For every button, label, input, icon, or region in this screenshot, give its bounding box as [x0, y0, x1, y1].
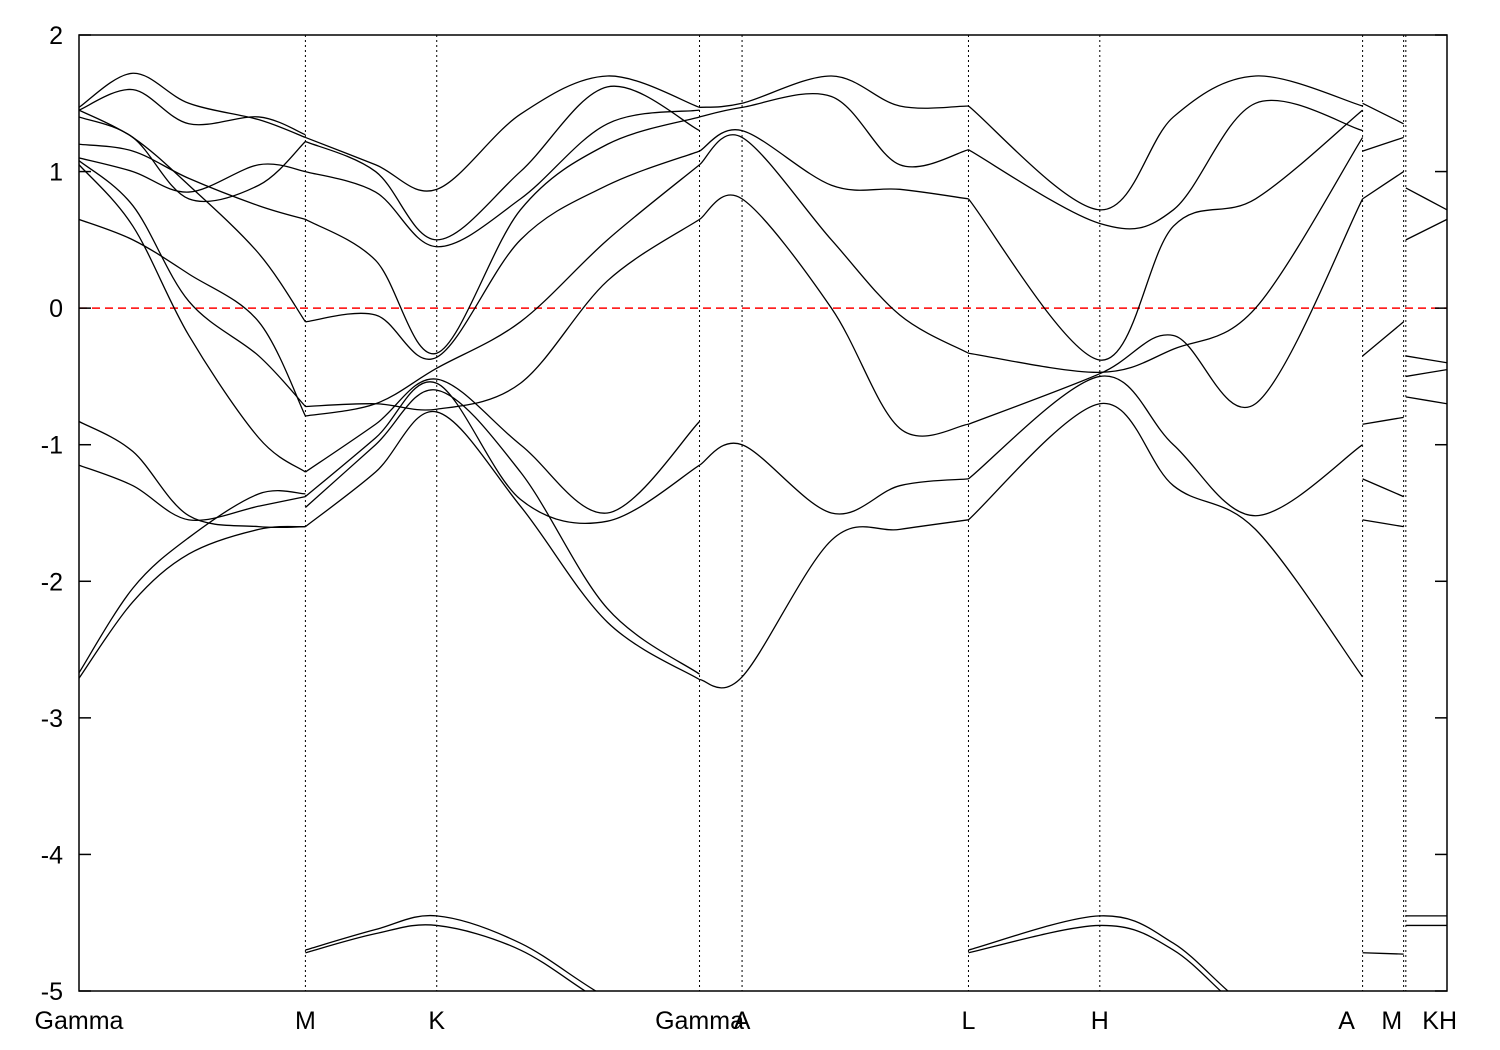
band-line-23	[305, 109, 700, 248]
xtick-label-l-5: L	[962, 1007, 976, 1035]
band-line-30	[699, 129, 969, 200]
band-line-31	[699, 92, 969, 168]
band-line-15	[305, 410, 700, 681]
xtick-label-m-8: M	[1381, 1007, 1402, 1035]
xtick-label-a-4: A	[734, 1007, 751, 1035]
band-line-21	[305, 150, 700, 360]
ytick-label-6: -4	[41, 841, 63, 869]
ytick-label-4: -2	[41, 568, 63, 596]
band-line-27	[699, 442, 969, 515]
band-line-49	[1362, 952, 1404, 955]
band-line-1	[79, 490, 306, 674]
band-line-26	[699, 519, 969, 689]
xtick-label-gamma-3: Gamma	[655, 1007, 744, 1035]
band-line-40	[968, 99, 1363, 230]
band-line-28	[699, 194, 969, 437]
band-line-34	[968, 915, 1229, 991]
ytick-label-3: -1	[41, 432, 63, 460]
band-line-43	[1362, 478, 1404, 498]
band-line-9	[79, 157, 306, 193]
band-line-17	[304, 381, 700, 524]
band-line-12	[79, 88, 306, 136]
band-line-18	[305, 378, 700, 514]
band-line-22	[305, 116, 700, 355]
ytick-label-0: 2	[49, 22, 63, 50]
band-line-33	[968, 924, 1222, 991]
band-line-0	[79, 525, 306, 679]
band-line-44	[1362, 416, 1404, 425]
band-line-53	[1405, 368, 1447, 378]
ytick-label-1: 1	[49, 159, 63, 187]
band-line-29	[699, 134, 969, 354]
band-lines	[79, 72, 1447, 991]
y-axis-ticks: 2 1 0 -1 -2 -3 -4 -5	[41, 22, 1447, 1006]
band-line-2	[79, 464, 306, 522]
band-line-7	[79, 109, 306, 323]
band-line-47	[1362, 136, 1404, 152]
band-line-25	[305, 75, 700, 192]
band-line-36	[968, 375, 1363, 517]
ytick-label-7: -5	[41, 978, 63, 1006]
band-line-52	[1405, 396, 1447, 405]
band-line-46	[1362, 171, 1404, 200]
band-line-16	[304, 389, 700, 675]
band-line-5	[79, 160, 306, 407]
band-line-13	[305, 924, 587, 991]
band-line-41	[968, 75, 1363, 211]
plot-frame	[78, 34, 1448, 992]
band-line-20	[305, 218, 700, 411]
band-line-54	[1405, 355, 1447, 364]
band-line-6	[79, 218, 306, 417]
xtick-label-k-2: K	[428, 1007, 445, 1035]
high-symmetry-gridlines	[304, 35, 1407, 991]
band-line-8	[79, 143, 306, 220]
ytick-label-5: -3	[41, 705, 63, 733]
band-line-24	[305, 85, 700, 241]
band-line-39	[967, 109, 1364, 361]
band-line-10	[79, 116, 306, 203]
xtick-label-m-1: M	[295, 1007, 316, 1035]
band-line-38	[968, 137, 1364, 373]
xtick-label-gamma-0: Gamma	[35, 1007, 124, 1035]
xtick-label-a-7: A	[1338, 1007, 1355, 1035]
band-line-42	[1362, 519, 1404, 528]
band-line-14	[305, 914, 597, 991]
band-line-11	[79, 72, 306, 139]
band-line-4	[79, 164, 306, 473]
band-line-45	[1362, 321, 1405, 357]
ytick-label-2: 0	[49, 295, 63, 323]
band-line-35	[968, 403, 1364, 678]
band-line-55	[1405, 218, 1447, 241]
band-line-56	[1405, 187, 1447, 211]
xtick-label-h-6: H	[1091, 1007, 1109, 1035]
band-line-32	[699, 75, 969, 109]
band-line-48	[1362, 102, 1404, 125]
band-line-19	[305, 164, 700, 417]
band-line-3	[79, 420, 306, 529]
band-line-37	[968, 198, 1364, 425]
xtick-label-kh-9: KH	[1422, 1007, 1457, 1035]
